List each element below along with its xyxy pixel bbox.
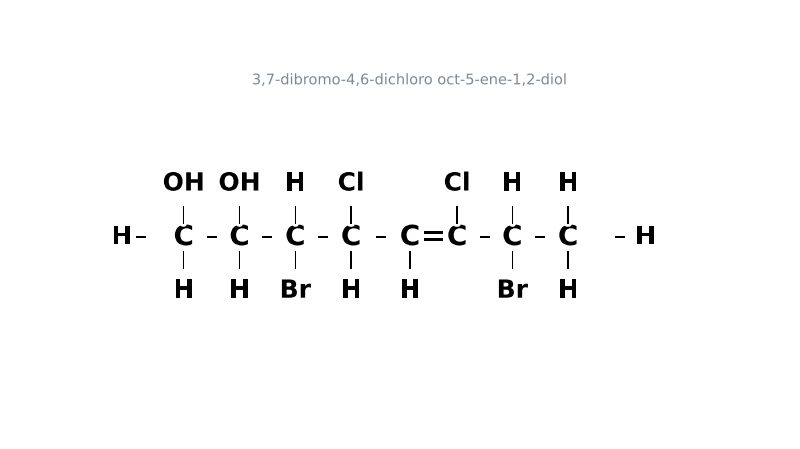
Text: H: H [502, 172, 522, 195]
Text: –: – [134, 225, 147, 249]
Text: |: | [181, 251, 186, 269]
Text: H: H [558, 279, 578, 303]
Text: –: – [206, 225, 218, 249]
Text: C: C [285, 223, 306, 251]
Text: |: | [292, 206, 298, 224]
Text: |: | [510, 206, 515, 224]
Text: H: H [558, 172, 578, 195]
Text: OH: OH [162, 172, 205, 195]
Text: |: | [348, 251, 354, 269]
Text: –: – [261, 225, 274, 249]
Text: =: = [421, 223, 446, 251]
Text: C: C [558, 223, 578, 251]
Text: H: H [341, 279, 362, 303]
Text: H: H [285, 172, 306, 195]
Text: Br: Br [497, 279, 528, 303]
Text: |: | [237, 251, 242, 269]
Text: –: – [614, 225, 626, 249]
Text: |: | [292, 251, 298, 269]
Text: C: C [341, 223, 362, 251]
Text: –: – [478, 225, 491, 249]
Text: |: | [407, 251, 413, 269]
Text: |: | [565, 251, 571, 269]
Text: H: H [111, 225, 132, 249]
Text: –: – [317, 225, 330, 249]
Text: Br: Br [280, 279, 311, 303]
Text: |: | [348, 206, 354, 224]
Text: Cl: Cl [444, 172, 470, 195]
Text: H: H [174, 279, 194, 303]
Text: C: C [174, 223, 194, 251]
Text: Cl: Cl [338, 172, 365, 195]
Text: |: | [237, 206, 242, 224]
Text: |: | [181, 206, 186, 224]
Text: H: H [399, 279, 421, 303]
Text: H: H [635, 225, 656, 249]
Text: H: H [229, 279, 250, 303]
Text: |: | [510, 251, 515, 269]
Text: C: C [400, 223, 420, 251]
Text: OH: OH [218, 172, 261, 195]
Text: C: C [230, 223, 250, 251]
Text: |: | [565, 206, 571, 224]
Text: C: C [502, 223, 522, 251]
Text: |: | [454, 206, 460, 224]
Text: –: – [374, 225, 387, 249]
Text: 3,7-dibromo-4,6-dichloro oct-5-ene-1,2-diol: 3,7-dibromo-4,6-dichloro oct-5-ene-1,2-d… [252, 72, 568, 87]
Text: C: C [447, 223, 467, 251]
Text: –: – [534, 225, 546, 249]
